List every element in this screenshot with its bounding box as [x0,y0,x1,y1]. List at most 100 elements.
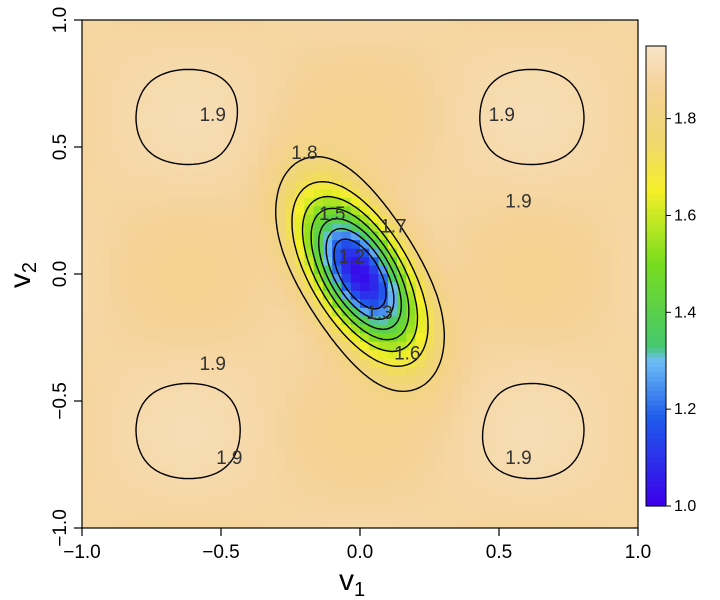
heat-cell [406,274,417,284]
heat-cell [221,130,231,140]
heat-cell [146,511,157,521]
heat-cell [434,350,444,360]
heat-cell [295,274,305,284]
heat-cell [221,384,231,394]
heat-cell [202,409,213,419]
heat-cell [165,223,176,233]
heat-cell [350,451,361,461]
heat-cell [258,409,268,419]
heat-cell [100,28,111,38]
heat-cell [304,502,315,512]
heat-cell [443,392,454,402]
heat-cell [100,375,111,385]
heat-cell [619,53,630,63]
heat-cell [628,96,638,106]
heat-cell [128,180,139,190]
heat-cell [221,240,231,250]
heat-cell [285,231,296,241]
heat-cell [545,104,556,114]
heat-cell [489,299,500,309]
heat-cell [452,299,463,309]
heat-cell [489,384,500,394]
heat-cell [434,265,444,275]
heat-cell [563,231,574,241]
heat-cell [165,307,176,317]
heat-cell [82,316,92,326]
heat-cell [591,485,602,495]
heat-cell [193,79,204,89]
heat-cell [146,257,157,267]
heat-cell [424,417,435,427]
heat-cell [109,180,120,190]
heat-cell [156,189,166,199]
heat-cell [202,172,213,182]
heat-cell [193,274,204,284]
heat-cell [499,417,509,427]
heat-cell [267,443,278,453]
heat-cell [360,147,370,157]
heat-cell [415,451,426,461]
heat-cell [536,401,546,411]
heat-cell [480,460,491,470]
heat-cell [146,172,157,182]
heat-cell [239,511,250,521]
heat-cell [165,392,176,402]
heat-cell [202,20,213,30]
heat-cell [230,96,241,106]
heat-cell [517,121,528,131]
heat-cell [471,324,482,334]
heat-cell [499,477,509,487]
heat-cell [350,113,361,123]
heat-cell [360,163,370,173]
heat-cell [591,282,602,292]
heat-cell [91,299,102,309]
heat-cell [499,138,509,148]
heat-cell [146,147,157,157]
heat-cell [573,231,583,241]
heat-cell [239,375,250,385]
heat-cell [378,163,389,173]
heat-cell [452,206,463,216]
heat-cell [619,451,630,461]
heat-cell [434,231,444,241]
heat-cell [285,350,296,360]
heat-cell [304,36,315,46]
heat-cell [461,307,472,317]
heat-cell [480,214,491,224]
heat-cell [156,172,166,182]
heat-cell [211,409,222,419]
heat-cell [295,519,305,528]
heat-cell [248,307,259,317]
heat-cell [91,392,102,402]
heat-cell [304,401,315,411]
heat-cell [480,367,491,377]
heat-cell [397,519,407,528]
heat-cell [397,265,407,275]
heat-cell [258,240,268,250]
heat-cell [378,172,389,182]
heat-cell [545,333,556,343]
heat-cell [554,223,565,233]
heat-cell [600,417,611,427]
heat-cell [573,70,583,80]
heat-cell [193,214,204,224]
colorbar-swatch [646,438,666,445]
heat-cell [369,468,380,478]
heat-cell [545,265,556,275]
heat-cell [221,409,231,419]
heat-cell [434,468,444,478]
heat-cell [332,367,343,377]
heat-cell [563,511,574,521]
heat-cell [489,409,500,419]
heat-cell [119,299,129,309]
heat-cell [295,147,305,157]
heat-cell [248,434,259,444]
heat-cell [424,384,435,394]
heat-cell [415,257,426,267]
heat-cell [452,460,463,470]
heat-cell [239,460,250,470]
heat-cell [397,511,407,521]
x-axis-title: v1 [339,564,365,600]
colorbar-swatch [646,482,666,488]
heat-cell [545,341,556,351]
